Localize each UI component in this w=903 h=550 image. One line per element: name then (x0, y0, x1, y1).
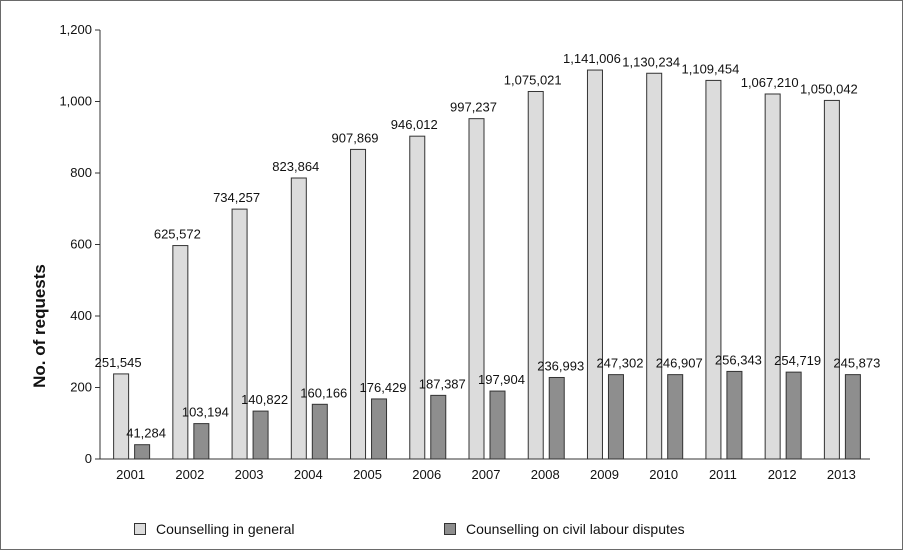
data-label-general: 1,075,021 (504, 72, 562, 87)
x-tick-label: 2001 (116, 467, 145, 482)
x-tick-label: 2008 (531, 467, 560, 482)
data-label-general: 946,012 (391, 117, 438, 132)
y-tick-label: 1,000 (59, 94, 92, 109)
bar-general (172, 245, 189, 460)
bar-civil-labour (430, 394, 447, 460)
data-label-general: 907,869 (332, 130, 379, 145)
bar-general (764, 93, 781, 460)
bar-civil-labour (134, 444, 151, 460)
x-tick-label: 2011 (709, 467, 737, 482)
x-tick-label: 2009 (590, 467, 619, 482)
legend-swatch-general (134, 523, 146, 535)
bar-civil-labour (489, 390, 506, 460)
bar-civil-labour (371, 398, 388, 460)
y-tick-label: 1,200 (59, 22, 92, 37)
data-label-general: 251,545 (95, 355, 142, 370)
y-tick-label: 0 (85, 451, 92, 466)
x-tick-labels: 2001 2002 2003 2004 2005 2006 2007 2008 2009 2010… (116, 467, 856, 482)
bar-civil-labour (311, 403, 328, 460)
data-label-civil-labour: 41,284 (126, 426, 166, 441)
y-tick-label: 600 (70, 237, 92, 252)
x-tick-label: 2012 (768, 467, 797, 482)
data-label-civil-labour: 103,194 (182, 405, 229, 420)
axes (99, 30, 870, 460)
y-axis-label: No. of requests (30, 264, 49, 388)
x-tick-label: 2003 (235, 467, 264, 482)
bar-general (646, 72, 663, 460)
legend-label-general: Counselling in general (156, 521, 295, 537)
y-tick-label: 400 (70, 308, 92, 323)
bar-general (409, 135, 426, 460)
y-ticks: 0 200 400 600 800 1,000 1,200 (59, 22, 100, 466)
bar-civil-labour (548, 376, 565, 460)
legend-swatch-civil (444, 523, 456, 535)
y-tick-label: 200 (70, 380, 92, 395)
data-label-general: 1,109,454 (682, 61, 740, 76)
x-tick-label: 2006 (412, 467, 441, 482)
x-tick-label: 2013 (827, 467, 856, 482)
bar-civil-labour (252, 410, 269, 460)
data-label-civil-labour: 256,343 (715, 352, 762, 367)
x-tick-label: 2004 (294, 467, 323, 482)
bar-general (468, 118, 485, 460)
x-tick-label: 2002 (175, 467, 204, 482)
data-label-civil-labour: 247,302 (596, 356, 643, 371)
data-label-civil-labour: 246,907 (656, 356, 703, 371)
x-tick-label: 2010 (649, 467, 678, 482)
bar-general (290, 177, 307, 460)
data-label-civil-labour: 160,166 (300, 385, 347, 400)
data-label-general: 1,130,234 (622, 54, 680, 69)
legend-label-civil: Counselling on civil labour disputes (466, 521, 685, 537)
data-label-civil-labour: 187,387 (419, 376, 466, 391)
bar-general (231, 208, 248, 460)
data-label-general: 1,050,042 (800, 81, 858, 96)
bar-civil-labour (667, 374, 684, 460)
data-label-general: 823,864 (272, 159, 319, 174)
data-label-general: 1,067,210 (741, 75, 799, 90)
bar-general (586, 69, 603, 460)
data-label-general: 625,572 (154, 227, 201, 242)
bar-general (705, 79, 722, 460)
legend-item-civil: Counselling on civil labour disputes (444, 519, 685, 539)
bar-general (350, 148, 367, 460)
bar-civil-labour (844, 374, 861, 460)
bar-general (823, 99, 840, 460)
data-label-civil-labour: 236,993 (537, 358, 584, 373)
bar-civil-labour (193, 423, 210, 460)
data-label-civil-labour: 254,719 (774, 353, 821, 368)
data-label-civil-labour: 176,429 (360, 380, 407, 395)
bar-civil-labour (607, 374, 624, 460)
data-label-civil-labour: 140,822 (241, 392, 288, 407)
bar-general (113, 373, 130, 460)
bar-general (527, 90, 544, 460)
x-tick-label: 2007 (472, 467, 501, 482)
data-labels: 251,545 41,284 625,572 103,194 734,257 140,82… (95, 51, 881, 441)
bar-civil-labour (785, 371, 802, 460)
data-label-civil-labour: 245,873 (833, 356, 880, 371)
legend-item-general: Counselling in general (134, 519, 295, 539)
bars (113, 69, 861, 460)
data-label-general: 1,141,006 (563, 51, 621, 66)
data-label-civil-labour: 197,904 (478, 372, 525, 387)
bar-civil-labour (726, 370, 743, 460)
y-tick-label: 800 (70, 165, 92, 180)
x-tick-label: 2005 (353, 467, 382, 482)
data-label-general: 734,257 (213, 190, 260, 205)
data-label-general: 997,237 (450, 100, 497, 115)
